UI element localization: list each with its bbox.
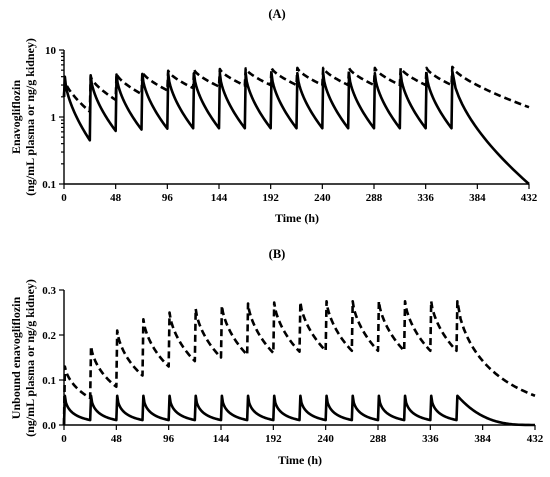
panel-b-x-tick-label: 432 bbox=[527, 433, 544, 445]
panel-b-series bbox=[62, 299, 536, 427]
panel-b-x-ticks: 0 48 96 144 192 240 288 336 384 432 bbox=[61, 425, 544, 445]
panel-b-series-solid bbox=[62, 394, 535, 427]
panel-b-label: (B) bbox=[269, 247, 286, 261]
panel-a-x-tick-label: 144 bbox=[211, 192, 228, 204]
panel-a-x-tick-label: 96 bbox=[162, 192, 174, 204]
panel-a-y-tick-label: 0.1 bbox=[42, 179, 56, 191]
panel-a-x-tick-label: 384 bbox=[469, 192, 486, 204]
panel-a-y-axis-label: Enavogliflozin (ng/mL plasma or ng/g kid… bbox=[9, 38, 37, 196]
panel-b-x-axis-label: Time (h) bbox=[278, 453, 322, 467]
panel-b-x-tick-label: 240 bbox=[317, 433, 334, 445]
panel-b-x-tick-label: 48 bbox=[111, 433, 123, 445]
panel-a-x-tick-label: 192 bbox=[262, 192, 279, 204]
panel-a-x-tick-label: 240 bbox=[314, 192, 331, 204]
panel-a-y-tick-label: 1 bbox=[51, 112, 57, 124]
panel-a-series bbox=[62, 65, 530, 185]
panel-b-y-ticks: 0.0 0.1 0.2 0.3 bbox=[42, 285, 64, 432]
panel-a-series-solid bbox=[62, 70, 530, 185]
panel-b-x-tick-label: 192 bbox=[265, 433, 282, 445]
panel-b: (B) Unbound enavogliflozin (ng/mL plasma… bbox=[9, 247, 544, 467]
panel-b-x-tick-label: 288 bbox=[370, 433, 387, 445]
panel-a-y-axis-label-line2: (ng/mL plasma or ng/g kidney) bbox=[23, 38, 37, 196]
panel-b-x-tick-label: 336 bbox=[422, 433, 439, 445]
panel-a-x-tick-label: 0 bbox=[61, 192, 67, 204]
panel-a-x-ticks: 0 48 96 144 192 240 288 336 384 432 bbox=[61, 184, 538, 204]
panel-b-y-tick-label: 0.1 bbox=[42, 375, 56, 387]
panel-b-x-tick-label: 144 bbox=[213, 433, 230, 445]
panel-b-y-axis-label: Unbound enavogliflozin (ng/mL plasma or … bbox=[9, 279, 37, 437]
panel-b-y-axis-label-line1: Unbound enavogliflozin bbox=[9, 296, 23, 419]
panel-a-x-tick-label: 432 bbox=[521, 192, 538, 204]
panel-b-y-tick-label: 0.0 bbox=[42, 420, 56, 432]
panel-b-x-tick-label: 384 bbox=[474, 433, 491, 445]
panel-a-y-tick-label: 10 bbox=[45, 45, 57, 57]
panel-b-y-axis-label-line2: (ng/mL plasma or ng/g kidney) bbox=[23, 279, 37, 437]
panel-a-x-tick-label: 288 bbox=[366, 192, 383, 204]
panel-b-y-tick-label: 0.2 bbox=[42, 330, 56, 342]
panel-b-y-tick-label: 0.3 bbox=[42, 285, 56, 297]
panel-a-label: (A) bbox=[268, 7, 285, 21]
panel-a-y-ticks: 0.1 1 10 bbox=[42, 45, 64, 191]
panel-b-series-dashed bbox=[62, 299, 536, 426]
panel-a-x-axis-label: Time (h) bbox=[275, 211, 319, 225]
panel-b-x-tick-label: 0 bbox=[61, 433, 67, 445]
panel-a: (A) Enavogliflozin (ng/mL plasma or ng/g… bbox=[9, 7, 538, 225]
panel-a-x-tick-label: 48 bbox=[110, 192, 122, 204]
panel-b-x-tick-label: 96 bbox=[163, 433, 175, 445]
panel-a-y-axis-label-line1: Enavogliflozin bbox=[9, 80, 23, 154]
panel-a-x-tick-label: 336 bbox=[417, 192, 434, 204]
